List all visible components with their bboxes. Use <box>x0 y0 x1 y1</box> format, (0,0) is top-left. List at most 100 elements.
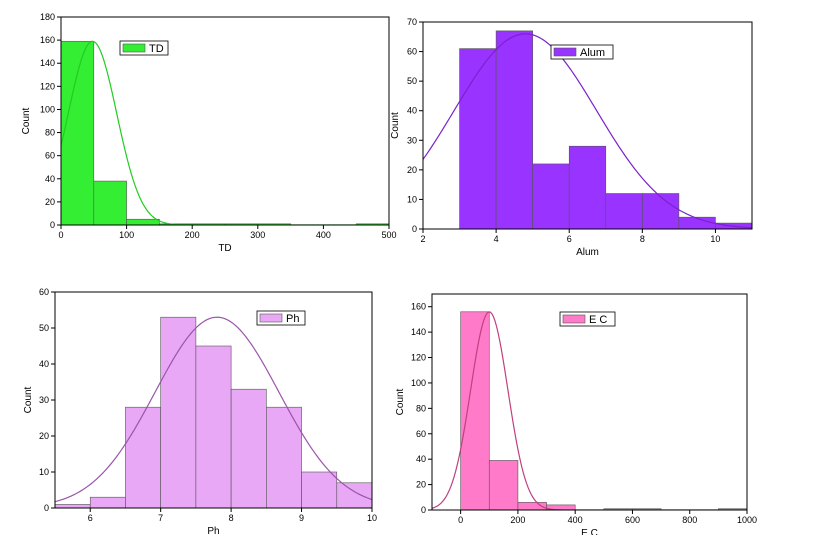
y-axis-title: Count <box>395 388 406 415</box>
y-tick-label: 180 <box>40 12 55 22</box>
histogram-chart-2: 2 4 6 8 10 0 10 20 30 40 50 60 70 Alum Count Alum <box>390 17 753 258</box>
plot-frame <box>431 293 748 511</box>
x-axis-title: E C <box>581 528 598 535</box>
histogram-bar <box>61 40 95 225</box>
x-tick-label: 200 <box>185 230 200 240</box>
histogram-bar <box>459 48 497 229</box>
legend: Alum <box>550 44 614 60</box>
x-tick-label: 800 <box>682 515 697 525</box>
legend-label: TD <box>149 43 164 55</box>
histogram-bar <box>126 218 160 225</box>
y-tick-label: 60 <box>407 47 417 57</box>
histogram-bar <box>160 316 197 508</box>
plot-area <box>61 40 389 225</box>
normal-fit-curve <box>61 40 389 225</box>
x-tick-label: 400 <box>316 230 331 240</box>
y-tick-label: 60 <box>45 151 55 161</box>
histogram-bar <box>568 145 607 229</box>
y-tick-label: 30 <box>39 395 49 405</box>
plot-area <box>423 30 752 229</box>
legend-label: Ph <box>286 313 299 325</box>
x-tick-label: 500 <box>381 230 396 240</box>
x-tick-label: 8 <box>229 513 234 523</box>
y-tick-label: 60 <box>416 429 426 439</box>
x-tick-label: 10 <box>710 234 720 244</box>
legend-swatch <box>562 314 586 324</box>
y-tick-label: 100 <box>40 104 55 114</box>
histogram-chart-1: 0 100 200 300 400 500 0 20 40 60 80 100 120 140 160 180… <box>21 12 397 254</box>
x-tick-label: 4 <box>494 234 499 244</box>
y-tick-label: 10 <box>39 467 49 477</box>
x-axis-title: TD <box>218 243 231 254</box>
x-tick-label: 8 <box>640 234 645 244</box>
y-tick-label: 40 <box>45 174 55 184</box>
x-tick-label: 600 <box>625 515 640 525</box>
x-tick-label: 7 <box>158 513 163 523</box>
x-tick-label: 400 <box>568 515 583 525</box>
histogram-bar <box>195 345 232 508</box>
x-tick-label: 6 <box>88 513 93 523</box>
histogram-bar <box>230 388 267 508</box>
x-tick-label: 100 <box>119 230 134 240</box>
legend-label: Alum <box>580 47 605 59</box>
legend-swatch <box>259 313 283 323</box>
y-tick-label: 20 <box>39 431 49 441</box>
x-axis-title: Ph <box>207 526 219 535</box>
histogram-bar <box>125 406 161 508</box>
histogram-bar <box>266 406 302 508</box>
histogram-bar <box>93 180 127 225</box>
histogram-bar <box>460 311 490 510</box>
x-axis-title: Alum <box>576 247 599 258</box>
y-tick-label: 140 <box>411 327 426 337</box>
y-tick-label: 50 <box>407 76 417 86</box>
plot-area <box>55 316 372 508</box>
histogram-bar <box>301 471 338 508</box>
legend-swatch <box>122 43 146 53</box>
x-tick-label: 0 <box>58 230 63 240</box>
x-tick-label: 300 <box>250 230 265 240</box>
y-tick-label: 80 <box>416 403 426 413</box>
histogram-bar <box>336 482 372 508</box>
histogram-bar <box>495 30 533 229</box>
y-tick-label: 20 <box>416 480 426 490</box>
legend: E C <box>559 311 616 327</box>
y-tick-label: 80 <box>45 128 55 138</box>
y-tick-label: 40 <box>407 106 417 116</box>
y-tick-label: 100 <box>411 378 426 388</box>
histogram-bar <box>642 193 680 229</box>
y-tick-label: 160 <box>411 302 426 312</box>
y-tick-label: 50 <box>39 323 49 333</box>
plot-area <box>432 311 747 510</box>
y-tick-label: 10 <box>407 194 417 204</box>
y-axis-title: Count <box>23 386 34 413</box>
y-tick-label: 20 <box>45 197 55 207</box>
plot-frame <box>60 16 390 226</box>
histogram-bar <box>89 496 126 508</box>
x-tick-label: 200 <box>510 515 525 525</box>
normal-fit-curve <box>423 33 752 229</box>
y-tick-label: 20 <box>407 165 417 175</box>
histogram-bar <box>55 504 91 508</box>
legend-swatch <box>553 47 577 57</box>
x-tick-label: 6 <box>567 234 572 244</box>
y-tick-label: 0 <box>44 503 49 513</box>
y-tick-label: 30 <box>407 135 417 145</box>
x-tick-label: 0 <box>458 515 463 525</box>
y-tick-label: 160 <box>40 35 55 45</box>
legend: TD <box>119 40 169 56</box>
legend-label: E C <box>589 314 607 326</box>
histogram-bar <box>605 193 643 229</box>
normal-fit-curve <box>55 316 372 503</box>
y-tick-label: 60 <box>39 287 49 297</box>
x-tick-label: 9 <box>299 513 304 523</box>
y-axis-title: Count <box>390 112 401 139</box>
y-tick-label: 0 <box>412 224 417 234</box>
x-tick-label: 1000 <box>737 515 757 525</box>
y-tick-label: 40 <box>39 359 49 369</box>
plot-frame <box>422 21 753 230</box>
y-tick-label: 120 <box>40 81 55 91</box>
histogram-chart-4: 0 200 400 600 800 1000 0 20 40 60 80 100 120 140 160 E … <box>395 293 757 535</box>
y-tick-label: 0 <box>50 220 55 230</box>
y-tick-label: 40 <box>416 454 426 464</box>
